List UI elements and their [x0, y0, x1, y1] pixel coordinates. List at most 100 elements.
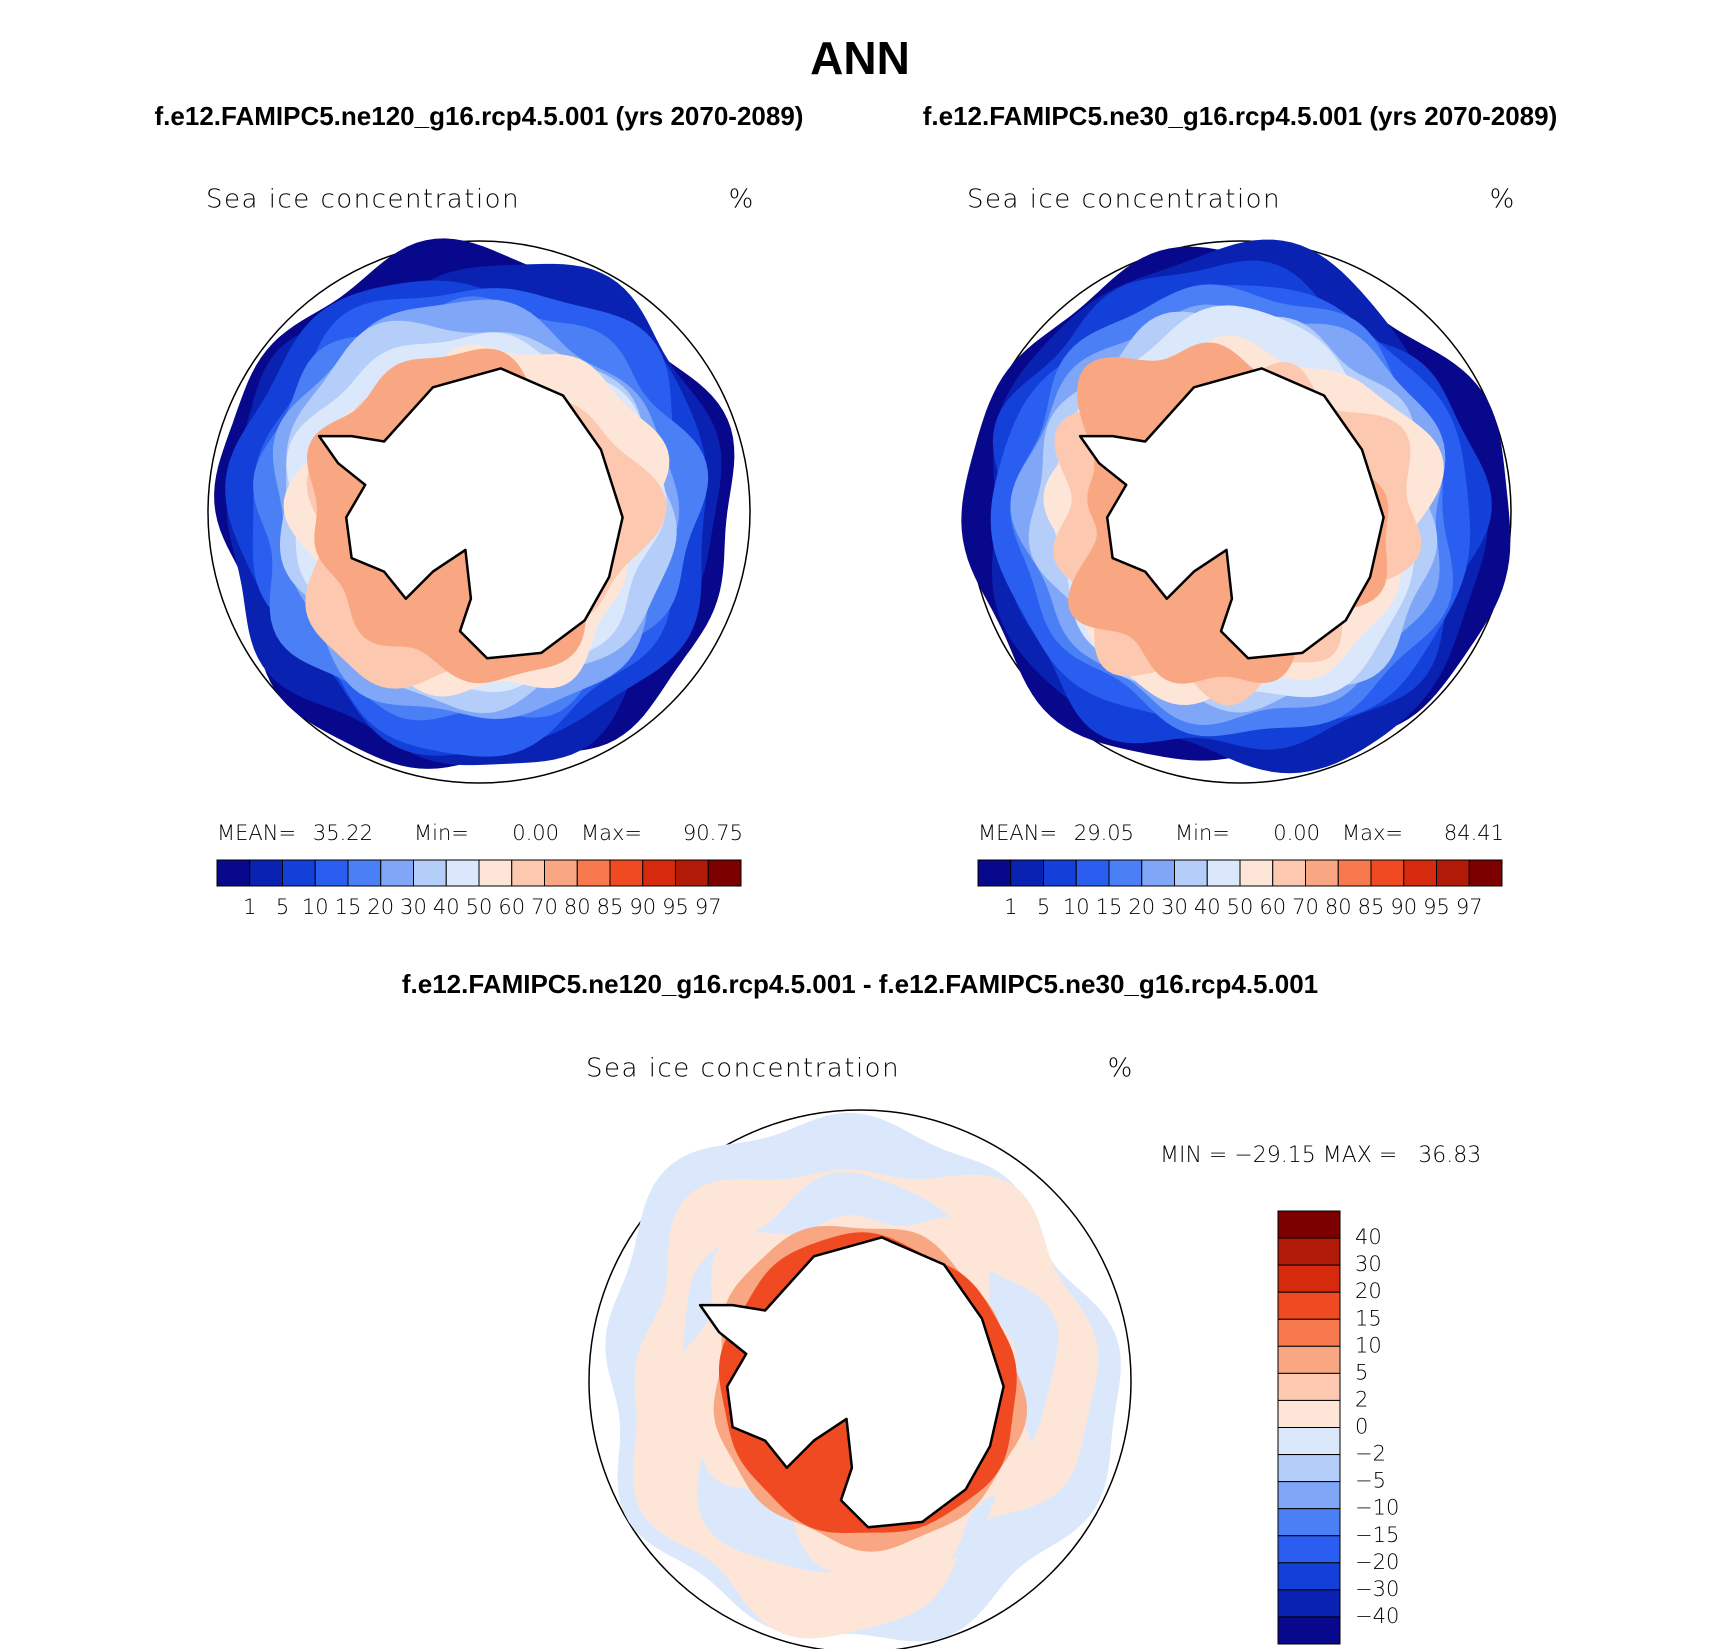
panel-variable: Sea ice concentration [206, 185, 520, 215]
colorbar-label: −15 [1355, 1523, 1399, 1547]
colorbar-box [642, 859, 676, 887]
colorbar-box [347, 859, 382, 887]
panel-stat: Min= [414, 821, 469, 845]
colorbar-label: 50 [466, 895, 493, 919]
colorbar-box [249, 859, 283, 887]
colorbar-label: 1 [243, 895, 256, 919]
panel-stat: MEAN= [217, 821, 296, 845]
colorbar-label: 85 [597, 895, 624, 919]
colorbar-label: 30 [400, 895, 427, 919]
colorbar-box [1403, 859, 1437, 887]
colorbar-box [1277, 1535, 1341, 1564]
colorbar-label: 5 [276, 895, 289, 919]
colorbar-box [1108, 859, 1143, 887]
colorbar-box [1277, 1372, 1341, 1401]
colorbar-label: 15 [335, 895, 362, 919]
colorbar-box [1277, 1616, 1341, 1645]
colorbar-label: 5 [1037, 895, 1050, 919]
panel-stat: 0.00 [1273, 821, 1320, 845]
colorbar-label: 5 [1355, 1360, 1368, 1384]
colorbar-label: 0 [1355, 1415, 1368, 1439]
panel-stat: Min= [1175, 821, 1230, 845]
colorbar-label: 20 [367, 895, 394, 919]
case-title: f.e12.FAMIPC5.ne30_g16.rcp4.5.001 (yrs 2… [923, 101, 1558, 131]
colorbar-box [216, 859, 251, 887]
colorbar-box [609, 859, 644, 887]
colorbar-box [707, 859, 742, 887]
colorbar-box [1277, 1481, 1341, 1510]
colorbar-box [1043, 859, 1077, 887]
colorbar-label: 70 [1292, 895, 1319, 919]
panel-stat: 84.41 [1444, 821, 1504, 845]
colorbar-label: −5 [1355, 1469, 1386, 1493]
panel-stat: MEAN= [978, 821, 1057, 845]
colorbar-label: 20 [1128, 895, 1155, 919]
colorbar-label: −10 [1355, 1496, 1399, 1520]
difference-stats: MIN = −29.15 MAX = 36.83 [1160, 1143, 1481, 1168]
colorbar-box [1075, 859, 1110, 887]
colorbar-label: 40 [433, 895, 460, 919]
colorbar-label: 30 [1355, 1252, 1382, 1276]
colorbar-label: −20 [1355, 1550, 1399, 1574]
colorbar-label: 95 [662, 895, 689, 919]
panel-stat: Max= [581, 821, 642, 845]
colorbar-label: 1 [1004, 895, 1017, 919]
colorbar-label: 80 [1325, 895, 1352, 919]
colorbar-box [1174, 859, 1208, 887]
colorbar-box [1305, 859, 1339, 887]
coastline [1078, 367, 1385, 660]
coastline [317, 367, 624, 660]
colorbar-box [1277, 1264, 1341, 1293]
colorbar-box [314, 859, 349, 887]
colorbar-box [1277, 1454, 1341, 1483]
panel-stat: Max= [1342, 821, 1403, 845]
colorbar-label: 90 [629, 895, 656, 919]
colorbar-label: −30 [1355, 1577, 1399, 1601]
colorbar-label: 15 [1355, 1306, 1382, 1330]
panel-stat: 29.05 [1074, 821, 1134, 845]
colorbar-label: 40 [1194, 895, 1221, 919]
colorbar-box [1370, 859, 1405, 887]
panel-stat: 0.00 [512, 821, 559, 845]
colorbar-label: 20 [1355, 1279, 1382, 1303]
colorbar-box [1239, 859, 1274, 887]
colorbar-box [1277, 1399, 1341, 1428]
colorbar-box [1277, 1562, 1341, 1591]
colorbar-box [1277, 1318, 1341, 1347]
colorbar-box [1277, 1291, 1341, 1320]
colorbar-box [1277, 1210, 1341, 1239]
colorbar-label: 80 [564, 895, 591, 919]
colorbar-box [1337, 859, 1372, 887]
colorbar-label: 90 [1390, 895, 1417, 919]
colorbar-label: −40 [1355, 1604, 1399, 1628]
colorbar-box [1277, 1508, 1341, 1537]
colorbar-label: 2 [1355, 1387, 1368, 1411]
colorbar-box [1272, 859, 1306, 887]
case-title: f.e12.FAMIPC5.ne120_g16.rcp4.5.001 (yrs … [155, 101, 804, 131]
colorbar-label: 50 [1227, 895, 1254, 919]
colorbar-box [478, 859, 513, 887]
panel-units: % [729, 185, 754, 215]
colorbars: MEAN= 35.22 Min= 0.00 Max= 90.751 5 10 15 20 30 40 5… [216, 821, 1504, 1645]
colorbar-label: 85 [1358, 895, 1385, 919]
figure-title: ANN [810, 32, 910, 84]
colorbar-box [445, 859, 480, 887]
colorbar-label: 97 [695, 895, 722, 919]
colorbar-label: −2 [1355, 1442, 1386, 1466]
panel-stat: 90.75 [683, 821, 743, 845]
colorbar-box [1277, 1427, 1341, 1456]
colorbar-box [1277, 1345, 1341, 1374]
colorbar-label: 95 [1423, 895, 1450, 919]
colorbar-box [282, 859, 316, 887]
colorbar-label: 30 [1161, 895, 1188, 919]
colorbar-box [1436, 859, 1470, 887]
coastline [698, 1236, 1005, 1529]
colorbar-box [1141, 859, 1175, 887]
colorbar-box [675, 859, 709, 887]
colorbar-label: 15 [1096, 895, 1123, 919]
colorbar-label: 10 [1355, 1333, 1382, 1357]
difference-title: f.e12.FAMIPC5.ne120_g16.rcp4.5.001 - f.e… [402, 969, 1318, 999]
colorbar-label: 97 [1456, 895, 1483, 919]
colorbar-box [1468, 859, 1503, 887]
